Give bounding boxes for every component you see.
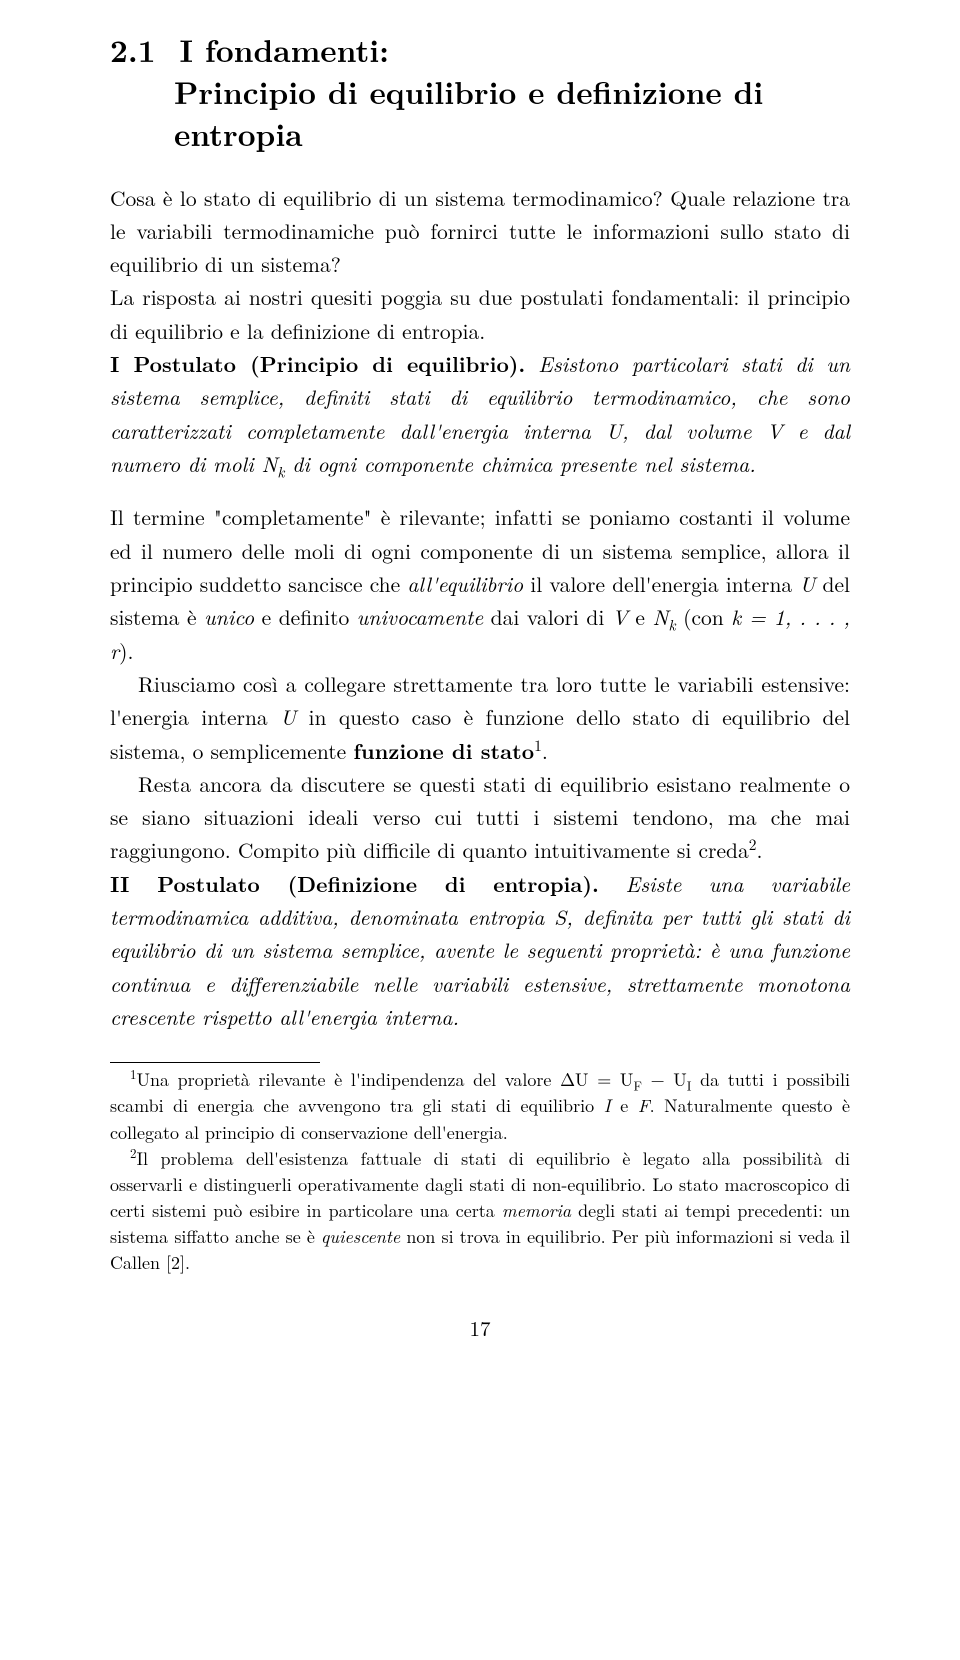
paragraph-intro: Cosa è lo stato di equilibrio di un sist… [110, 182, 850, 282]
postulate-2-label: II Postulato (Definizione di entropia). [110, 869, 599, 899]
footnotes: 1Una proprietà rilevante è l'indipendenz… [110, 1067, 850, 1276]
paragraph-3: Il termine "completamente" è rilevante; … [110, 501, 850, 668]
footnote-2: 2Il problema dell'esistenza fattuale di … [110, 1146, 850, 1276]
section-heading: 2.1 I fondamenti: Principio di equilibrio… [110, 30, 850, 156]
paragraph-4: Riusciamo così a collegare strettamente … [110, 668, 850, 768]
section-title-line1: I fondamenti: [180, 28, 390, 72]
section-number: 2.1 [110, 30, 156, 72]
footnote-1: 1Una proprietà rilevante è l'indipendenz… [110, 1067, 850, 1145]
footnote-rule [110, 1062, 320, 1063]
section-title-line2: Principio di equilibrio e definizione di… [174, 72, 850, 156]
postulate-1-label: I Postulato (Principio di equilibrio). [110, 349, 525, 379]
paragraph-5: Resta ancora da discutere se questi stat… [110, 768, 850, 868]
page-number: 17 [110, 1312, 850, 1345]
paragraph-answer: La risposta ai nostri quesiti poggia su … [110, 281, 850, 348]
postulate-2: II Postulato (Definizione di entropia). … [110, 868, 850, 1035]
footnote-ref-1: 1 [534, 734, 542, 755]
document-page: 2.1 I fondamenti: Principio di equilibrio… [0, 0, 960, 1385]
postulate-1: I Postulato (Principio di equilibrio). E… [110, 348, 850, 481]
